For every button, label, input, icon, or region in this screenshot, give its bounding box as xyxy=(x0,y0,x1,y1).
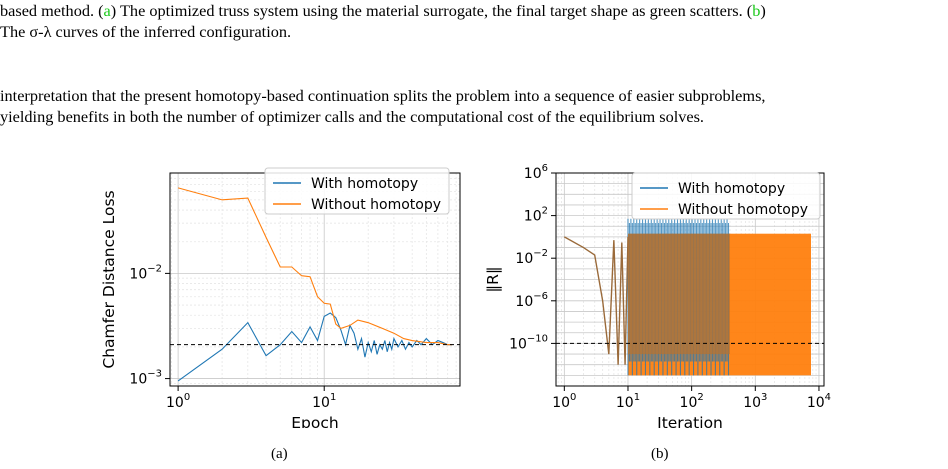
plot-area xyxy=(563,218,812,376)
y-tick-label: 10−10 xyxy=(509,333,548,352)
subfigure-a-label: (a) xyxy=(271,446,288,462)
series-line-initial xyxy=(563,236,629,365)
tick-base: 10 xyxy=(552,395,570,411)
tick-exponent: 2 xyxy=(542,206,548,217)
chart-b: 100 101 102 103 10410−1010−610−2102106Iterat… xyxy=(484,163,831,428)
x-axis-label: Iteration xyxy=(657,414,723,428)
body-line-1: interpretation that the present homotopy… xyxy=(0,86,766,105)
legend-box xyxy=(264,167,450,215)
y-axis-label: ‖R‖ xyxy=(484,266,502,292)
y-tick-label: 106 xyxy=(524,163,548,182)
tick-exponent: −10 xyxy=(527,333,548,344)
tick-base: 10 xyxy=(524,209,542,225)
tick-base: 10 xyxy=(743,395,761,411)
tick-base: 10 xyxy=(129,372,147,388)
series-band-overlap xyxy=(627,233,730,355)
tick-base: 10 xyxy=(616,395,634,411)
tick-base: 10 xyxy=(524,166,542,182)
x-tick-label: 100 xyxy=(166,392,190,411)
y-tick-label: 102 xyxy=(524,206,548,225)
legend: With homotopy Without homotopy xyxy=(264,167,450,215)
y-tick-label: 10−6 xyxy=(515,291,548,310)
plot-area xyxy=(177,187,453,382)
tick-base: 10 xyxy=(515,251,533,267)
subfigure-b-link[interactable]: b xyxy=(752,1,761,20)
x-tick-label: 103 xyxy=(743,392,767,411)
tick-exponent: 1 xyxy=(330,392,336,403)
tick-exponent: 3 xyxy=(761,392,767,403)
series-line xyxy=(177,312,453,382)
tick-exponent: 1 xyxy=(634,392,640,403)
caption-text: ) xyxy=(760,1,766,20)
legend-label: With homotopy xyxy=(311,176,418,192)
caption-text: ) The optimized truss system using the m… xyxy=(110,1,753,20)
axes: 100 101 102 103 10410−1010−610−2102106Iterat… xyxy=(484,163,831,428)
tick-exponent: −3 xyxy=(147,369,162,380)
tick-base: 10 xyxy=(166,395,184,411)
tick-base: 10 xyxy=(807,395,825,411)
caption-text-line2: The σ-λ curves of the inferred configura… xyxy=(0,22,292,41)
x-tick-label: 101 xyxy=(312,392,336,411)
subfigure-a-link[interactable]: a xyxy=(103,1,111,20)
x-tick-label: 100 xyxy=(552,392,576,411)
body-paragraph: interpretation that the present homotopy… xyxy=(0,85,948,127)
tick-exponent: 4 xyxy=(825,392,831,403)
legend-label: Without homotopy xyxy=(311,197,441,213)
tick-exponent: 0 xyxy=(570,392,576,403)
x-tick-label: 101 xyxy=(616,392,640,411)
tick-exponent: 0 xyxy=(184,392,190,403)
tick-exponent: 6 xyxy=(542,163,548,174)
tick-exponent: −2 xyxy=(533,248,548,259)
tick-base: 10 xyxy=(509,336,527,352)
x-axis-label: Epoch xyxy=(291,414,338,428)
tick-base: 10 xyxy=(312,395,330,411)
series-line xyxy=(177,187,453,346)
legend-box xyxy=(631,172,821,220)
body-line-2: yielding benefits in both the number of … xyxy=(0,107,705,126)
y-tick-label: 10−3 xyxy=(129,369,162,388)
caption-text: based method. ( xyxy=(0,1,104,20)
legend-label: Without homotopy xyxy=(678,202,808,218)
y-axis-label: Chamfer Distance Loss xyxy=(100,190,118,368)
tick-base: 10 xyxy=(129,266,147,282)
y-tick-label: 10−2 xyxy=(515,248,548,267)
subfigure-b-label: (b) xyxy=(651,446,669,462)
x-tick-label: 102 xyxy=(680,392,704,411)
y-tick-label: 10−2 xyxy=(129,263,162,282)
tick-exponent: −6 xyxy=(533,291,548,302)
legend-label: With homotopy xyxy=(678,181,785,197)
tick-exponent: 2 xyxy=(697,392,703,403)
tick-base: 10 xyxy=(680,395,698,411)
figure-caption: based method. (a) The optimized truss sy… xyxy=(0,0,948,42)
x-tick-label: 104 xyxy=(807,392,831,411)
tick-base: 10 xyxy=(515,294,533,310)
legend: With homotopy Without homotopy xyxy=(631,172,821,220)
tick-exponent: −2 xyxy=(147,263,162,274)
